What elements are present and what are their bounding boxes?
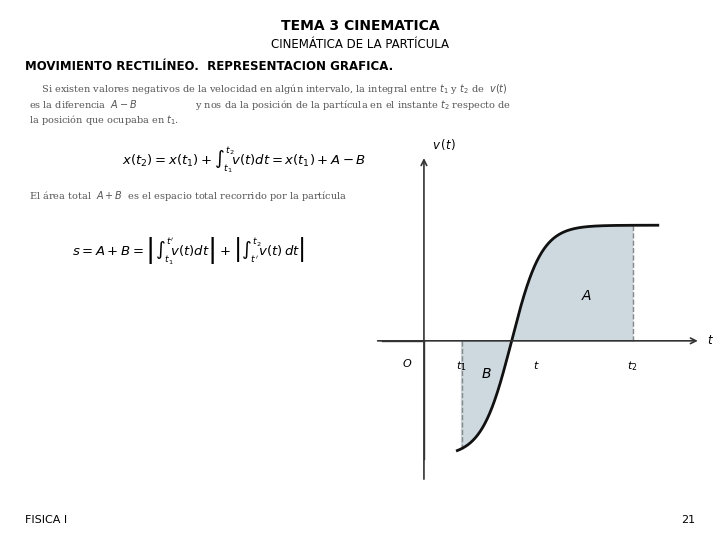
Text: 21: 21 [680, 515, 695, 525]
Text: la posición que ocupaba en $t_1$.: la posición que ocupaba en $t_1$. [29, 113, 179, 127]
Text: $t_2$: $t_2$ [628, 359, 638, 373]
Text: $v\,(t)$: $v\,(t)$ [432, 137, 456, 152]
Text: $s = A + B = \left|\int_{t_1}^{t'}\!v\left(t\right)dt\right| + \left|\int_{t'}^{: $s = A + B = \left|\int_{t_1}^{t'}\!v\le… [72, 235, 305, 266]
Text: $B$: $B$ [481, 367, 492, 381]
Polygon shape [462, 341, 512, 449]
Text: TEMA 3 CINEMATICA: TEMA 3 CINEMATICA [281, 19, 439, 33]
Text: $O$: $O$ [402, 357, 412, 369]
Text: es la diferencia  $A - B$                   y nos da la posición de la partícula: es la diferencia $A - B$ y nos da la pos… [29, 98, 511, 112]
Text: CINEMÁTICA DE LA PARTÍCULA: CINEMÁTICA DE LA PARTÍCULA [271, 38, 449, 51]
Polygon shape [512, 225, 633, 341]
Text: $t$: $t$ [534, 359, 540, 371]
Text: $x\left(t_2\right) = x\left(t_1\right) + \int_{t_1}^{t_2}\!v\left(t\right)dt = x: $x\left(t_2\right) = x\left(t_1\right) +… [122, 146, 366, 176]
Text: MOVIMIENTO RECTILÍNEO.  REPRESENTACION GRAFICA.: MOVIMIENTO RECTILÍNEO. REPRESENTACION GR… [25, 60, 393, 73]
Text: $A$: $A$ [581, 289, 593, 303]
Text: El área total  $A + B$  es el espacio total recorrido por la partícula: El área total $A + B$ es el espacio tota… [29, 189, 347, 203]
Text: FISICA I: FISICA I [25, 515, 68, 525]
Text: $t_1$: $t_1$ [456, 359, 467, 373]
Text: $t$: $t$ [707, 334, 714, 347]
Text: Si existen valores negativos de la velocidad en algún intervalo, la integral ent: Si existen valores negativos de la veloc… [29, 82, 508, 96]
